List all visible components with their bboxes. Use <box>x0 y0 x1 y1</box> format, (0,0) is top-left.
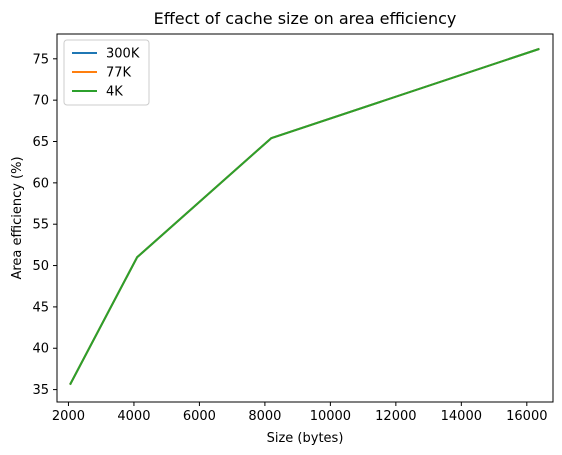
legend-label: 300K <box>106 47 140 62</box>
legend: 300K 77K 4K <box>63 39 150 106</box>
chart-title: Effect of cache size on area efficiency <box>154 9 457 28</box>
x-tick-label: 2000 <box>52 409 85 424</box>
legend-label: 4K <box>106 85 123 100</box>
y-tick-label: 45 <box>32 300 49 315</box>
y-tick-label: 65 <box>32 135 49 150</box>
series-line-4k <box>69 47 540 386</box>
x-tick-label: 16000 <box>506 409 547 424</box>
y-tick-label: 70 <box>32 94 49 109</box>
y-tick-label: 40 <box>32 342 49 357</box>
y-tick-label: 75 <box>32 52 49 67</box>
x-axis-label: Size (bytes) <box>267 431 344 446</box>
legend-label: 77K <box>106 66 132 81</box>
y-axis-label: Area efficiency (%) <box>10 156 25 279</box>
legend-box <box>63 39 150 106</box>
x-tick-label: 8000 <box>248 409 281 424</box>
y-axis-ticks: 35 40 45 50 55 60 65 70 75 <box>32 52 57 398</box>
x-axis-ticks: 2000 4000 6000 8000 10000 12000 14000 16000 <box>52 402 547 424</box>
series-lines <box>69 47 540 386</box>
plot-frame <box>56 33 554 403</box>
x-tick-label: 4000 <box>117 409 150 424</box>
x-tick-label: 12000 <box>375 409 416 424</box>
y-tick-label: 55 <box>32 218 49 233</box>
y-tick-label: 50 <box>32 259 49 274</box>
x-tick-label: 6000 <box>183 409 216 424</box>
y-tick-label: 60 <box>32 176 49 191</box>
x-tick-label: 10000 <box>310 409 351 424</box>
y-tick-label: 35 <box>32 383 49 398</box>
x-tick-label: 14000 <box>441 409 482 424</box>
